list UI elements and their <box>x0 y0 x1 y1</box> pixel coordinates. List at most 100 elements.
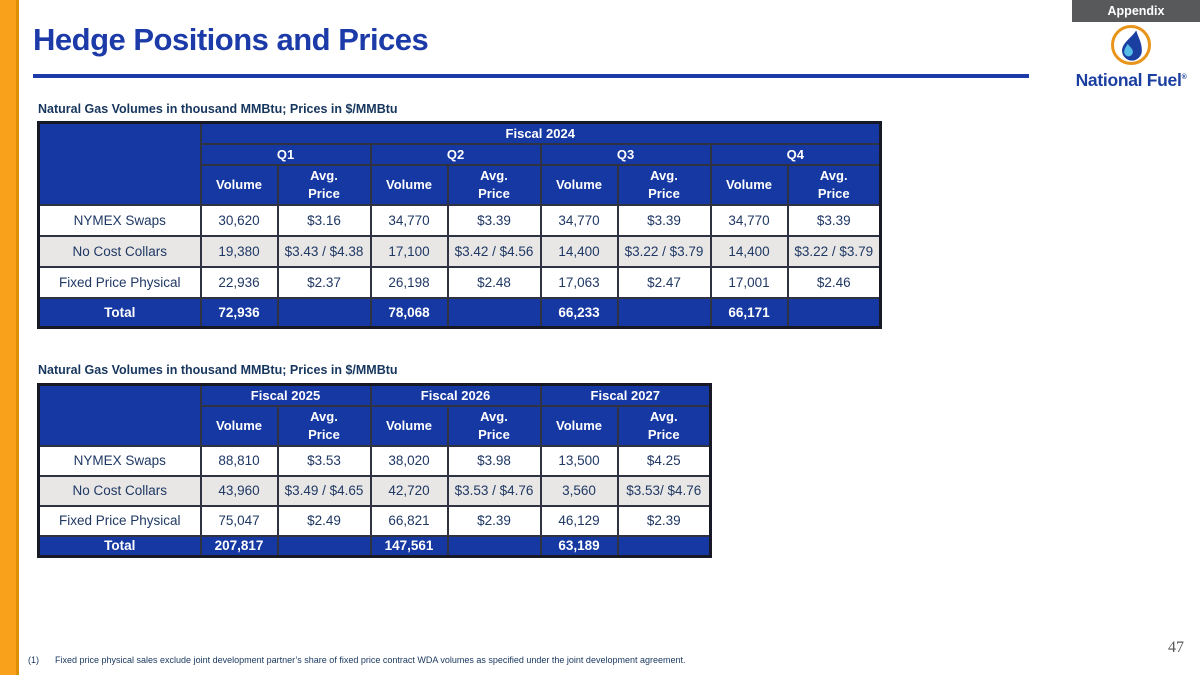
data-cell: 17,100 <box>369 234 449 268</box>
data-cell: $2.47 <box>616 265 712 299</box>
data-cell: $3.98 <box>446 444 542 477</box>
data-cell: 22,936 <box>199 265 279 299</box>
quarter-header: Q2 <box>369 142 542 166</box>
fiscal-year-header: Fiscal 2026 <box>369 383 542 407</box>
volume-column-header: Volume <box>199 163 279 206</box>
column-header-row: Volume Avg. Price Volume Avg. Price Volume Av… <box>39 404 712 447</box>
total-cell: 72,936 <box>199 296 279 329</box>
total-cell <box>446 296 542 329</box>
avg-price-column-header: Avg. Price <box>616 404 712 447</box>
total-cell <box>446 534 542 558</box>
quarter-header: Q4 <box>709 142 882 166</box>
total-cell: 66,171 <box>709 296 789 329</box>
volume-column-header: Volume <box>369 163 449 206</box>
avg-price-column-header: Avg. Price <box>276 404 372 447</box>
data-cell: $3.16 <box>276 203 372 237</box>
data-cell: 17,001 <box>709 265 789 299</box>
row-label: Fixed Price Physical <box>37 265 202 299</box>
data-cell: 75,047 <box>199 504 279 537</box>
row-label: No Cost Collars <box>37 234 202 268</box>
data-cell: $2.48 <box>446 265 542 299</box>
data-cell: $3.53/ $4.76 <box>616 474 712 507</box>
header-group-row: Fiscal 2024 <box>37 121 882 206</box>
data-cell: $3.53 / $4.76 <box>446 474 542 507</box>
total-cell <box>276 534 372 558</box>
total-cell: 78,068 <box>369 296 449 329</box>
volume-column-header: Volume <box>199 404 279 447</box>
total-row: Total 72,936 78,068 66,233 66,171 <box>37 296 882 329</box>
data-cell: 3,560 <box>539 474 619 507</box>
data-cell: $3.49 / $4.65 <box>276 474 372 507</box>
total-cell <box>276 296 372 329</box>
registered-mark: ® <box>1181 74 1187 82</box>
national-fuel-logo: National Fuel® <box>1063 25 1199 89</box>
page-title: Hedge Positions and Prices <box>33 22 429 57</box>
total-cell: 207,817 <box>199 534 279 558</box>
flame-icon <box>1111 25 1151 65</box>
volume-column-header: Volume <box>709 163 789 206</box>
data-cell: $3.39 <box>786 203 882 237</box>
data-cell: $3.43 / $4.38 <box>276 234 372 268</box>
total-cell <box>786 296 882 329</box>
row-label: NYMEX Swaps <box>37 444 202 477</box>
avg-price-column-header: Avg. Price <box>616 163 712 206</box>
data-cell: $2.49 <box>276 504 372 537</box>
table2-caption: Natural Gas Volumes in thousand MMBtu; P… <box>38 363 398 377</box>
data-cell: $2.39 <box>616 504 712 537</box>
fiscal-year-header: Fiscal 2027 <box>539 383 712 407</box>
total-cell: 66,233 <box>539 296 619 329</box>
table-corner-cell <box>37 383 202 447</box>
quarter-header: Q3 <box>539 142 712 166</box>
table-row: No Cost Collars 19,380 $3.43 / $4.38 17,100… <box>37 234 882 268</box>
title-underline <box>33 74 1029 78</box>
avg-price-column-header: Avg. Price <box>446 404 542 447</box>
table-corner-cell <box>37 121 202 206</box>
quarter-header: Q1 <box>199 142 372 166</box>
data-cell: 42,720 <box>369 474 449 507</box>
data-cell: 17,063 <box>539 265 619 299</box>
total-cell <box>616 296 712 329</box>
row-label: No Cost Collars <box>37 474 202 507</box>
header-group-row: Fiscal 2025 Fiscal 2026 Fiscal 2027 <box>37 383 712 447</box>
table-row: NYMEX Swaps 88,810 $3.53 38,020 $3.98 13,500 $… <box>37 444 712 477</box>
total-cell: 147,561 <box>369 534 449 558</box>
data-cell: $3.22 / $3.79 <box>786 234 882 268</box>
fiscal-year-header: Fiscal 2025 <box>199 383 372 407</box>
volume-column-header: Volume <box>539 163 619 206</box>
data-cell: 34,770 <box>369 203 449 237</box>
data-cell: 19,380 <box>199 234 279 268</box>
fiscal-year-header: Fiscal 2024 <box>199 121 882 145</box>
data-cell: $2.39 <box>446 504 542 537</box>
data-cell: 30,620 <box>199 203 279 237</box>
brand-name: National Fuel® <box>1075 70 1187 90</box>
table-row: Fixed Price Physical 22,936 $2.37 26,198 $2.… <box>37 265 882 299</box>
volume-column-header: Volume <box>539 404 619 447</box>
data-cell: 46,129 <box>539 504 619 537</box>
footnote: (1) Fixed price physical sales exclude j… <box>28 655 686 665</box>
data-cell: 43,960 <box>199 474 279 507</box>
page-number: 47 <box>1168 639 1184 656</box>
data-cell: $3.39 <box>446 203 542 237</box>
data-cell: 88,810 <box>199 444 279 477</box>
fiscal-2024-hedge-table: Fiscal 2024 Q1 Q2 Q3 Q4 Volume Avg. Price Volum… <box>37 121 882 329</box>
data-cell: $3.39 <box>616 203 712 237</box>
column-header-row: Volume Avg. Price Volume Avg. Price Volume Av… <box>39 163 882 206</box>
data-cell: $4.25 <box>616 444 712 477</box>
table-row: NYMEX Swaps 30,620 $3.16 34,770 $3.39 34,770 $… <box>37 203 882 237</box>
appendix-label: Appendix <box>1107 4 1165 18</box>
row-label: Fixed Price Physical <box>37 504 202 537</box>
data-cell: 14,400 <box>539 234 619 268</box>
left-accent-bar <box>0 0 19 675</box>
data-cell: $2.37 <box>276 265 372 299</box>
footnote-marker: (1) <box>28 655 39 665</box>
data-cell: 14,400 <box>709 234 789 268</box>
avg-price-column-header: Avg. Price <box>786 163 882 206</box>
total-cell: 63,189 <box>539 534 619 558</box>
data-cell: 13,500 <box>539 444 619 477</box>
data-cell: 38,020 <box>369 444 449 477</box>
avg-price-column-header: Avg. Price <box>276 163 372 206</box>
total-row: Total 207,817 147,561 63,189 <box>37 534 712 558</box>
data-cell: $3.53 <box>276 444 372 477</box>
total-cell <box>616 534 712 558</box>
